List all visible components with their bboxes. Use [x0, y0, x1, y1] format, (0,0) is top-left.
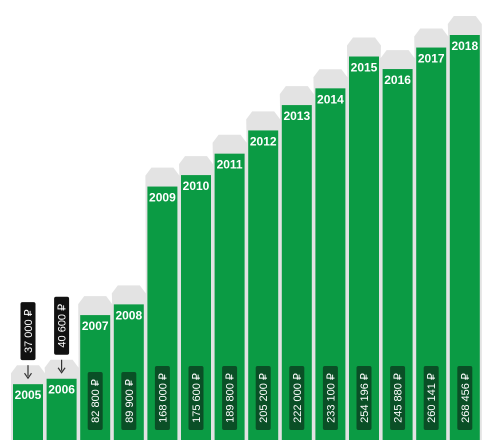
year-label-2005: 2005 [15, 388, 42, 402]
year-label-2017: 2017 [418, 52, 445, 66]
bar-2005 [13, 384, 43, 440]
year-label-2016: 2016 [384, 73, 411, 87]
value-label-2005: 37 000 ₽ [23, 309, 35, 353]
value-label-2017: 260 141 ₽ [426, 373, 438, 423]
year-label-2018: 2018 [451, 39, 478, 53]
value-box-2012 [255, 366, 271, 430]
value-callout-2006 [54, 296, 70, 355]
value-box-2016 [390, 366, 406, 430]
labels: 2005 37 000 ₽ 2006 40 600 ₽ 2007 82 800 ₽ 2008… [15, 39, 478, 430]
value-box-2018 [457, 366, 473, 430]
year-label-2006: 2006 [48, 383, 75, 397]
value-box-2013 [289, 366, 305, 430]
value-box-2007 [87, 372, 103, 430]
year-label-2012: 2012 [250, 134, 277, 148]
value-box-2014 [322, 366, 338, 430]
year-label-2008: 2008 [115, 308, 142, 322]
value-label-2009: 168 000 ₽ [157, 373, 169, 423]
value-box-2011 [222, 366, 238, 430]
year-label-2014: 2014 [317, 92, 344, 106]
callout-arrowhead-2006 [57, 367, 66, 374]
value-box-2009 [154, 366, 170, 430]
year-label-2011: 2011 [217, 158, 243, 172]
year-label-2007: 2007 [82, 319, 109, 333]
year-label-2013: 2013 [283, 109, 310, 123]
value-label-2007: 82 800 ₽ [90, 379, 102, 423]
value-label-2012: 205 200 ₽ [258, 373, 270, 423]
value-label-2015: 254 196 ₽ [359, 373, 371, 423]
value-label-2013: 222 000 ₽ [292, 373, 304, 423]
value-label-2016: 245 880 ₽ [393, 373, 405, 423]
value-box-2008 [121, 372, 137, 430]
callout-arrowhead-2005 [24, 372, 32, 380]
value-label-2018: 268 456 ₽ [460, 373, 472, 423]
value-box-2015 [356, 366, 372, 430]
value-box-2010 [188, 366, 204, 430]
year-label-2009: 2009 [149, 191, 176, 205]
year-label-2015: 2015 [351, 61, 378, 75]
bar-2006 [46, 378, 77, 440]
value-box-2017 [423, 366, 439, 430]
value-label-2011: 189 800 ₽ [225, 373, 237, 423]
value-label-2014: 233 100 ₽ [325, 373, 337, 423]
value-label-2010: 175 600 ₽ [191, 373, 203, 423]
value-callout-2005 [20, 302, 36, 361]
value-label-2006: 40 600 ₽ [57, 304, 69, 348]
value-label-2008: 89 900 ₽ [124, 379, 136, 423]
year-label-2010: 2010 [183, 179, 210, 193]
bars [13, 35, 480, 440]
